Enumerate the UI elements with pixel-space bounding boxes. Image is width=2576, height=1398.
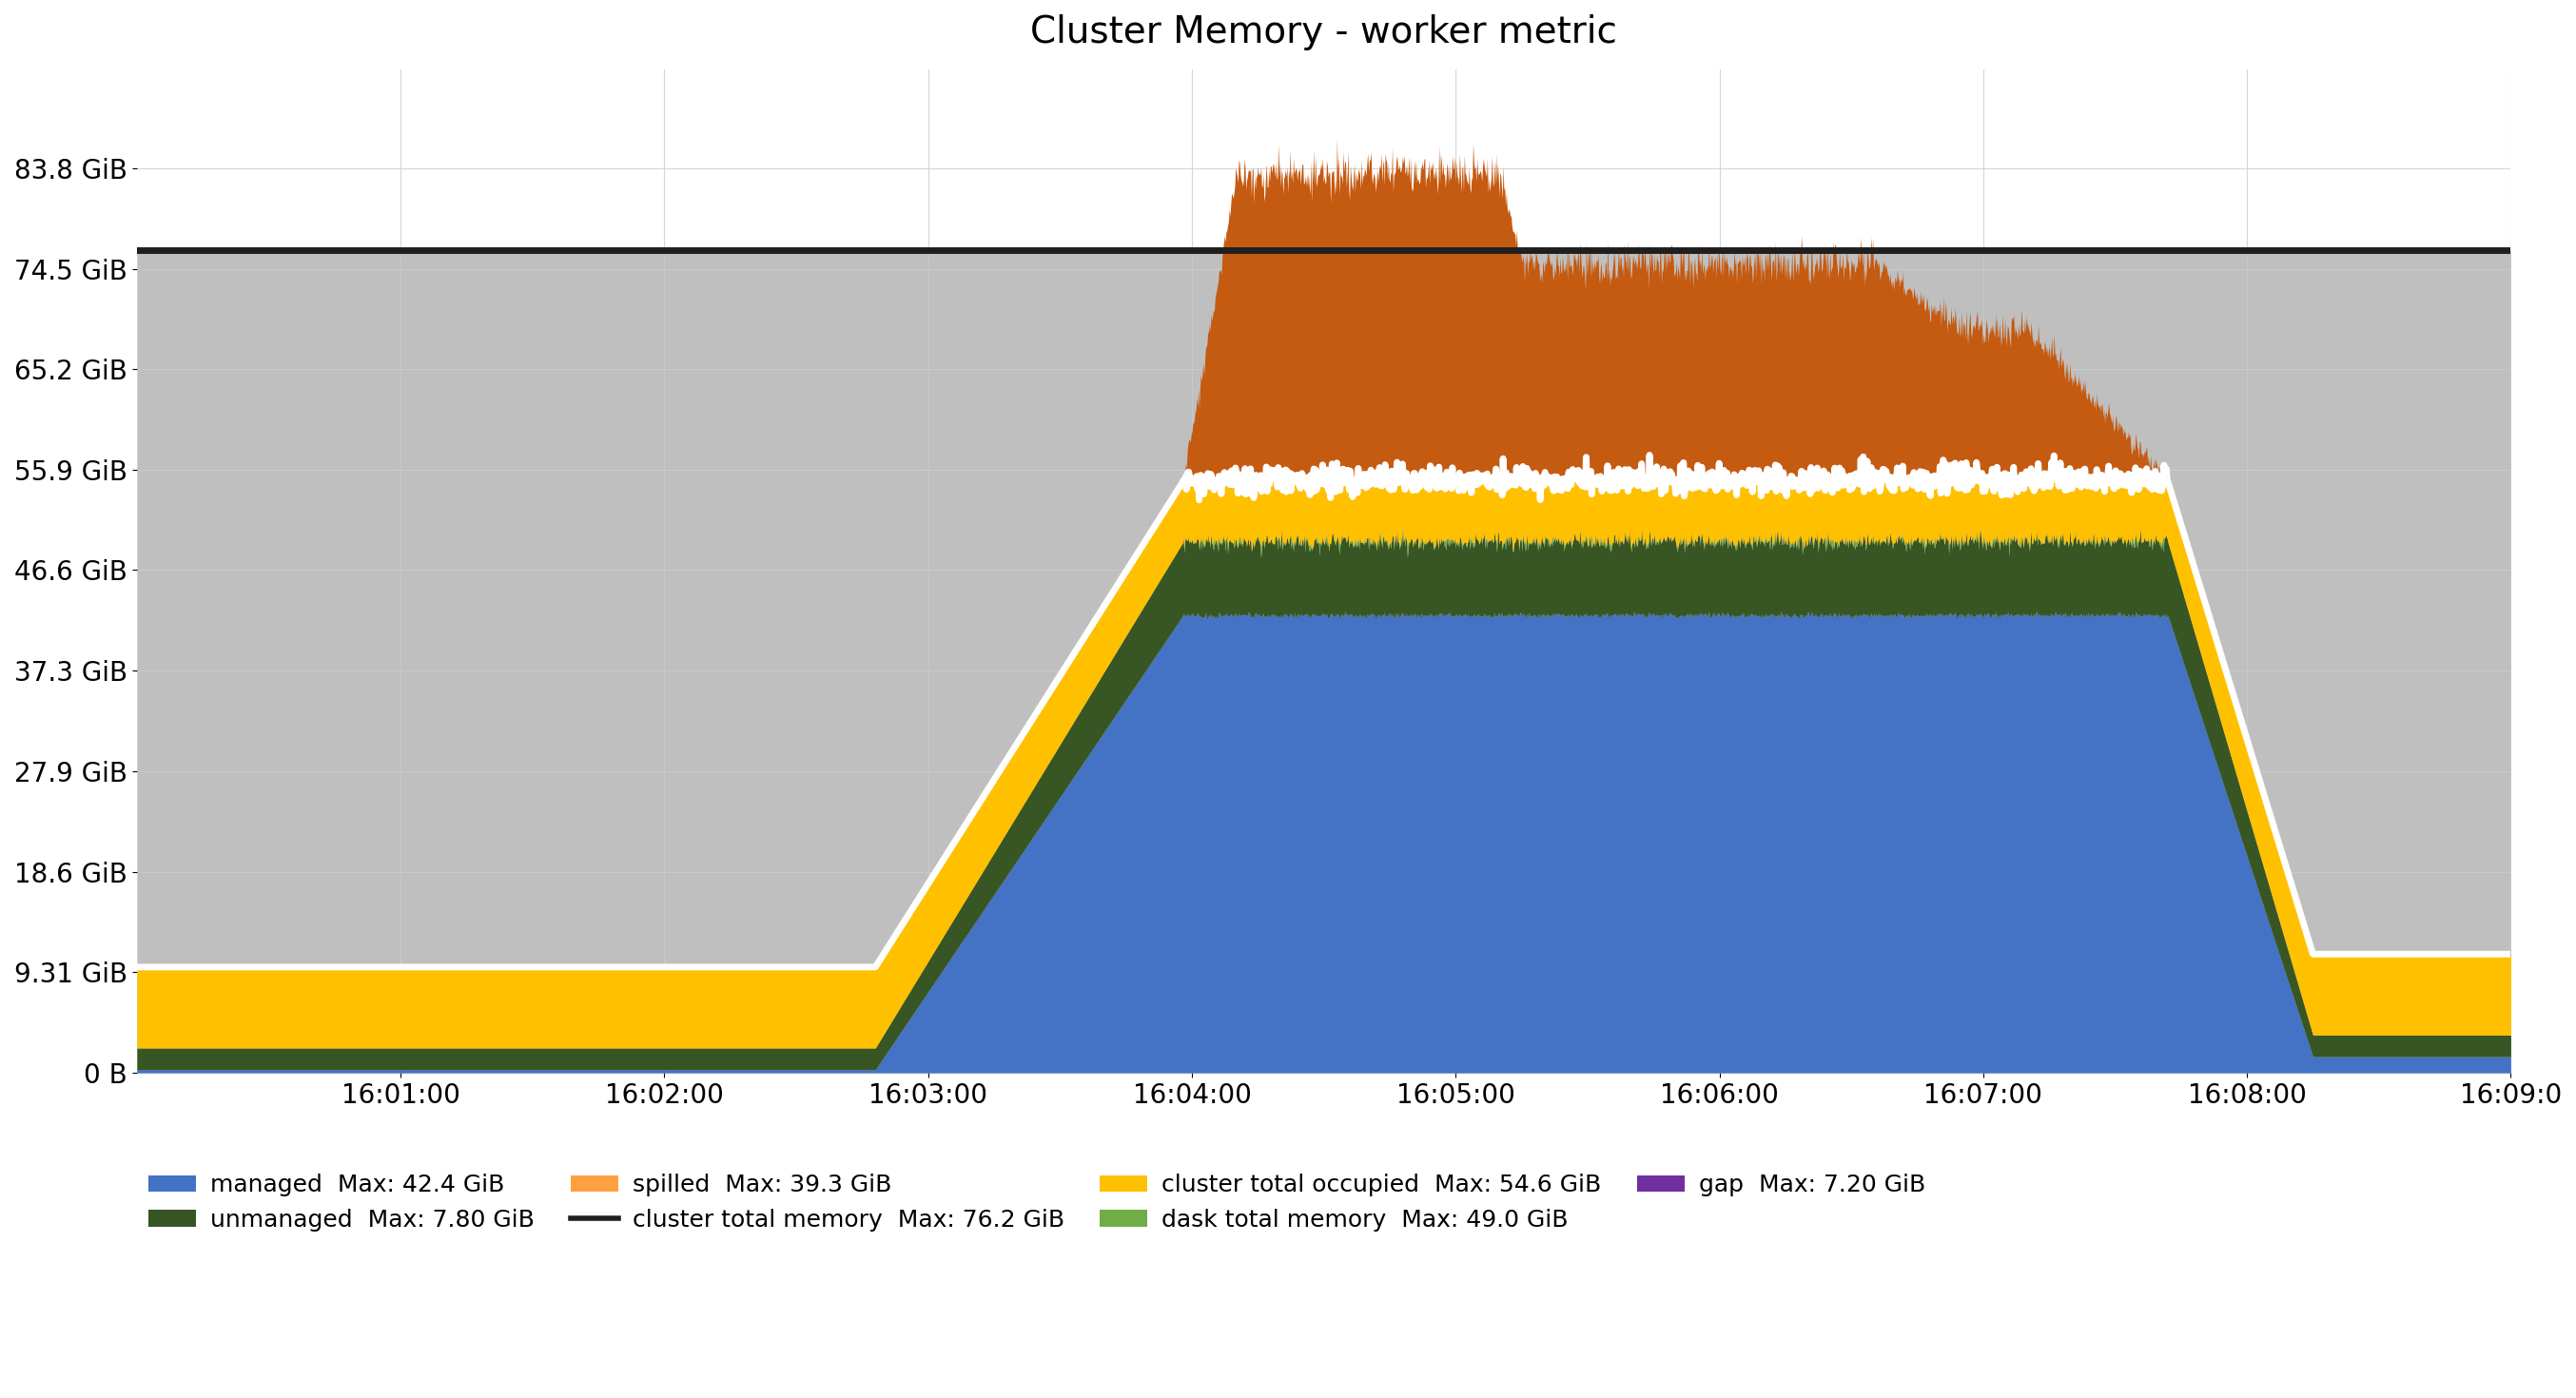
Title: Cluster Memory - worker metric: Cluster Memory - worker metric [1030,14,1618,50]
Legend: managed  Max: 42.4 GiB, unmanaged  Max: 7.80 GiB, spilled  Max: 39.3 GiB, cluste: managed Max: 42.4 GiB, unmanaged Max: 7.… [149,1174,1927,1232]
